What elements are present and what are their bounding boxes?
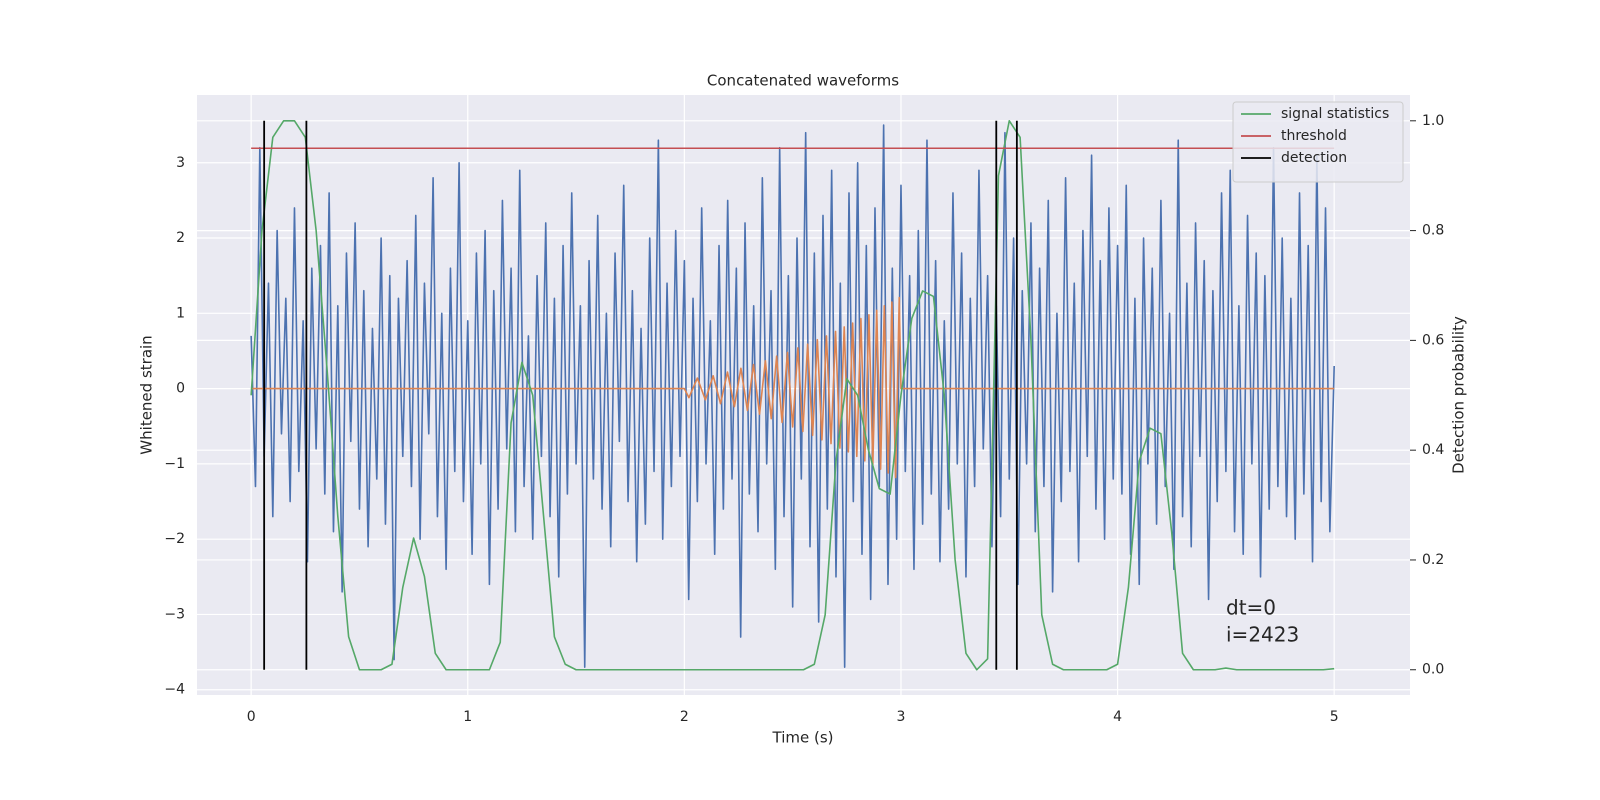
y2-axis-label: Detection probability [1450, 316, 1468, 474]
marks [250, 120, 1335, 671]
legend: signal statistics threshold detection [1232, 101, 1404, 183]
annotation: dt=0 [1226, 596, 1276, 620]
y-tick-label: 3 [176, 155, 185, 171]
y-axis-label: Whitened strain [138, 335, 156, 454]
y-tick-label: 2 [176, 230, 185, 246]
series-line [250, 120, 1335, 671]
x-tick-label: 4 [1113, 709, 1122, 725]
y-tick-label: −4 [164, 682, 185, 698]
annotation: i=2423 [1226, 623, 1299, 647]
y-tick-label: 0 [176, 381, 185, 397]
x-tick-label: 5 [1330, 709, 1339, 725]
series-line [250, 124, 1335, 668]
y2-tick-label: 0.8 [1422, 223, 1444, 239]
x-tick-label: 0 [247, 709, 256, 725]
y-tick-label: −1 [164, 456, 185, 472]
y-tick-label: 1 [176, 305, 185, 321]
y2-tick-label: 0.4 [1422, 442, 1444, 458]
y-tick-label: −3 [164, 606, 185, 622]
x-tick-label: 2 [680, 709, 689, 725]
series-line [251, 296, 1335, 479]
y-tick-label: −2 [164, 531, 185, 547]
y2-tick-label: 0.6 [1422, 332, 1444, 348]
legend-label: signal statistics [1281, 106, 1389, 122]
legend-label: detection [1281, 150, 1347, 166]
y2-tick-label: 0.2 [1422, 552, 1444, 568]
y2-tick-label: 0.0 [1422, 662, 1444, 678]
x-tick-label: 3 [897, 709, 906, 725]
x-tick-label: 1 [463, 709, 472, 725]
y2-tick-label: 1.0 [1422, 113, 1444, 129]
chart-title: Concatenated waveforms [707, 72, 899, 90]
legend-label: threshold [1281, 128, 1347, 144]
legend-box [1232, 101, 1404, 183]
x-axis-label: Time (s) [772, 729, 834, 747]
